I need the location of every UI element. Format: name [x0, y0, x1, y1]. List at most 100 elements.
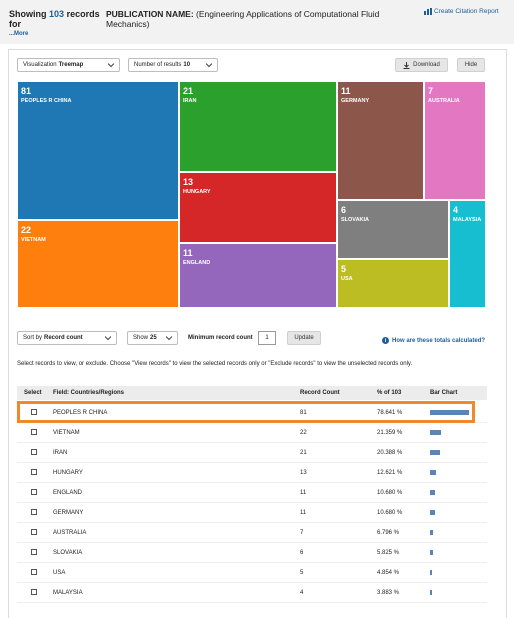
row-bar — [430, 570, 432, 575]
table-header: Select Field: Countries/Regions Record C… — [17, 386, 487, 400]
treemap-tile-label: USA — [341, 276, 353, 282]
more-link[interactable]: ...More — [9, 31, 29, 37]
row-field: ENGLAND — [53, 490, 83, 496]
sort-by-select[interactable]: Sort by Record count — [17, 331, 117, 345]
table-row: SLOVAKIA 6 5.825 % — [17, 543, 487, 563]
row-percent: 6.796 % — [377, 530, 400, 536]
row-bar — [430, 550, 433, 555]
treemap-tile-label: MALAYSIA — [453, 217, 482, 223]
row-field: PEOPLES R CHINA — [53, 410, 108, 416]
row-record-count: 5 — [300, 570, 304, 576]
row-bar — [430, 410, 469, 415]
row-percent: 20.388 % — [377, 450, 403, 456]
treemap-tile-value: 13 — [183, 177, 194, 187]
row-record-count: 7 — [300, 530, 304, 536]
row-checkbox[interactable] — [31, 569, 37, 575]
row-checkbox[interactable] — [31, 429, 37, 435]
records-summary: Showing 103 records for — [9, 9, 100, 29]
treemap-tile-label: IRAN — [183, 98, 197, 104]
row-bar — [430, 590, 432, 595]
row-checkbox[interactable] — [31, 509, 37, 515]
row-field: GERMANY — [53, 510, 84, 516]
show-count-select[interactable]: Show 25 — [127, 331, 178, 345]
how-totals-calculated-link[interactable]: i How are these totals calculated? — [382, 337, 485, 344]
chevron-down-icon — [206, 63, 212, 68]
row-field: SLOVAKIA — [53, 550, 83, 556]
treemap-tile-label: VIETNAM — [21, 237, 46, 243]
table-row: USA 5 4.854 % — [17, 563, 487, 583]
row-percent: 3.883 % — [377, 590, 400, 596]
highlight-box — [17, 401, 475, 423]
table-row: AUSTRALIA 7 6.796 % — [17, 523, 487, 543]
treemap-tile-label: AUSTRALIA — [428, 98, 460, 104]
table-row: HUNGARY 13 12.621 % — [17, 463, 487, 483]
treemap-tile-usa[interactable]: 5 USA — [338, 260, 448, 307]
selection-instructions: Select records to view, or exclude. Choo… — [17, 361, 413, 367]
row-checkbox[interactable] — [31, 409, 37, 415]
row-bar — [430, 490, 435, 495]
table-row: IRAN 21 20.388 % — [17, 443, 487, 463]
treemap-tile-label: HUNGARY — [183, 189, 211, 195]
treemap-tile-value: 5 — [341, 264, 347, 274]
row-percent: 12.621 % — [377, 470, 403, 476]
bar-chart-icon — [424, 8, 432, 15]
treemap-tile-england[interactable]: 11 ENGLAND — [180, 244, 336, 307]
download-icon — [403, 61, 410, 69]
row-checkbox[interactable] — [31, 489, 37, 495]
row-field: IRAN — [53, 450, 68, 456]
chevron-down-icon — [108, 63, 114, 68]
row-record-count: 11 — [300, 510, 307, 516]
results-header: Showing 103 records for ...More PUBLICAT… — [0, 0, 514, 44]
row-bar — [430, 430, 441, 435]
treemap-tile-china[interactable]: 81 PEOPLES R CHINA — [18, 82, 178, 219]
col-field: Field: Countries/Regions — [53, 390, 125, 396]
create-citation-report-link[interactable]: Create Citation Report — [424, 8, 499, 15]
treemap-tile-hungary[interactable]: 13 HUNGARY — [180, 173, 336, 242]
row-record-count: 21 — [300, 450, 307, 456]
row-percent: 5.825 % — [377, 550, 400, 556]
col-record-count: Record Count — [300, 390, 340, 396]
publication-name: PUBLICATION NAME: (Engineering Applicati… — [106, 9, 380, 29]
row-checkbox[interactable] — [31, 589, 37, 595]
treemap-tile-iran[interactable]: 21 IRAN — [180, 82, 336, 171]
row-percent: 21.359 % — [377, 430, 403, 436]
treemap-tile-malaysia[interactable]: 4 MALAYSIA — [450, 201, 485, 307]
row-checkbox[interactable] — [31, 549, 37, 555]
row-checkbox[interactable] — [31, 469, 37, 475]
minimum-record-count-label: Minimum record count — [188, 335, 253, 341]
treemap-tile-australia[interactable]: 7 AUSTRALIA — [425, 82, 485, 199]
col-bar-chart: Bar Chart — [430, 390, 458, 396]
row-field: HUNGARY — [53, 470, 83, 476]
row-percent: 78.641 % — [377, 410, 403, 416]
treemap-tile-value: 21 — [183, 86, 194, 96]
row-bar — [430, 510, 435, 515]
row-bar — [430, 530, 433, 535]
treemap-tile-label: PEOPLES R CHINA — [21, 98, 72, 104]
table-row: GERMANY 11 10.680 % — [17, 503, 487, 523]
treemap-tile-germany[interactable]: 11 GERMANY — [338, 82, 423, 199]
info-icon: i — [382, 337, 389, 344]
row-field: VIETNAM — [53, 430, 80, 436]
treemap-tile-value: 4 — [453, 205, 459, 215]
visualization-select[interactable]: Visualization Treemap — [17, 58, 120, 72]
treemap-tile-label: ENGLAND — [183, 260, 211, 266]
treemap-tile-value: 11 — [341, 86, 351, 96]
row-percent: 10.680 % — [377, 490, 403, 496]
download-button[interactable]: Download — [395, 58, 448, 72]
hide-button[interactable]: Hide — [457, 58, 485, 72]
treemap-tile-value: 22 — [21, 225, 32, 235]
table-row: MALAYSIA 4 3.883 % — [17, 583, 487, 603]
row-checkbox[interactable] — [31, 449, 37, 455]
row-field: USA — [53, 570, 66, 576]
treemap-tile-vietnam[interactable]: 22 VIETNAM — [18, 221, 178, 307]
number-of-results-select[interactable]: Number of results 10 — [128, 58, 218, 72]
row-field: MALAYSIA — [53, 590, 83, 596]
row-record-count: 4 — [300, 590, 304, 596]
row-checkbox[interactable] — [31, 529, 37, 535]
row-field: AUSTRALIA — [53, 530, 87, 536]
minimum-record-count-input[interactable]: 1 — [258, 331, 276, 345]
row-percent: 10.680 % — [377, 510, 403, 516]
row-record-count: 81 — [300, 410, 307, 416]
treemap-tile-slovakia[interactable]: 6 SLOVAKIA — [338, 201, 448, 258]
update-button[interactable]: Update — [287, 331, 321, 345]
